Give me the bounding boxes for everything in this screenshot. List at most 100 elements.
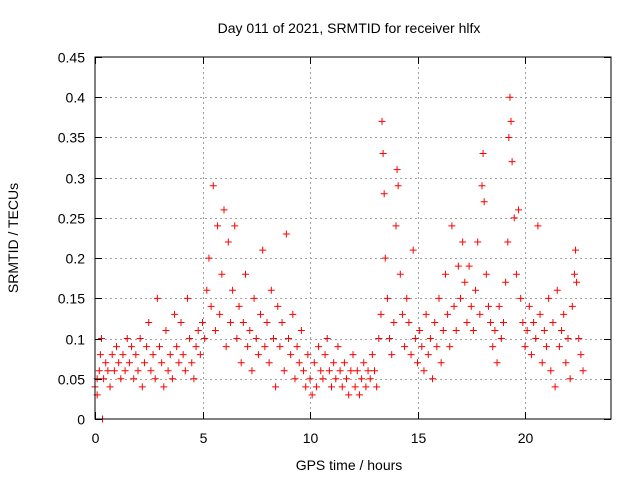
data-point (493, 359, 501, 367)
data-point (308, 391, 316, 399)
data-point (545, 294, 553, 302)
x-tick-label: 0 (92, 430, 100, 446)
data-point (274, 302, 282, 310)
data-point (287, 351, 295, 359)
data-point (207, 302, 215, 310)
data-point (512, 270, 520, 278)
data-point (173, 343, 181, 351)
data-point (132, 351, 140, 359)
data-point (446, 343, 454, 351)
data-point (252, 335, 260, 343)
data-point (119, 351, 127, 359)
data-point (444, 310, 452, 318)
data-point (482, 270, 490, 278)
y-tick-label: 0 (77, 412, 85, 428)
data-point (282, 230, 290, 238)
data-point (143, 343, 151, 351)
data-point (504, 238, 512, 246)
data-point (233, 335, 241, 343)
data-point (332, 375, 340, 383)
data-point (235, 302, 243, 310)
data-point (321, 351, 329, 359)
data-point (517, 294, 525, 302)
data-point (371, 367, 378, 375)
data-point (521, 343, 529, 351)
data-point (138, 383, 146, 391)
data-point (125, 359, 133, 367)
data-point (549, 318, 557, 326)
data-point (507, 117, 515, 125)
data-point (502, 278, 510, 286)
data-point (500, 318, 507, 326)
data-point (190, 375, 198, 383)
y-tick-label: 0.35 (58, 130, 85, 146)
data-point (362, 383, 370, 391)
data-point (435, 294, 443, 302)
data-point (110, 367, 118, 375)
data-point (433, 343, 441, 351)
data-point (431, 318, 439, 326)
data-point (304, 351, 312, 359)
x-tick-label: 15 (411, 430, 427, 446)
data-point (196, 351, 204, 359)
data-point (386, 335, 394, 343)
data-point (293, 343, 301, 351)
data-point (334, 343, 342, 351)
data-point (310, 359, 318, 367)
data-point (437, 359, 445, 367)
data-point (347, 367, 355, 375)
data-point (203, 286, 211, 294)
data-point (325, 367, 333, 375)
data-point (278, 318, 286, 326)
data-point (306, 375, 314, 383)
data-point (536, 310, 544, 318)
data-point (424, 351, 432, 359)
data-point (340, 359, 348, 367)
data-point (209, 182, 217, 190)
data-point (566, 375, 574, 383)
data-point (121, 367, 129, 375)
data-point (523, 327, 531, 335)
data-point (244, 343, 252, 351)
data-point (452, 327, 460, 335)
data-point (489, 343, 497, 351)
data-point (540, 327, 548, 335)
data-point (130, 375, 138, 383)
data-point (353, 367, 361, 375)
data-point (532, 335, 540, 343)
data-point (224, 238, 232, 246)
data-point (343, 375, 351, 383)
data-point (547, 367, 555, 375)
data-point (555, 343, 563, 351)
data-point (469, 327, 477, 335)
data-point (407, 351, 415, 359)
data-point (113, 343, 120, 351)
data-point (364, 367, 372, 375)
data-point (505, 133, 513, 141)
data-point (495, 302, 503, 310)
x-axis-label: GPS time / hours (296, 457, 403, 473)
data-point (525, 302, 533, 310)
data-point (379, 150, 387, 158)
data-point (164, 367, 172, 375)
data-point (205, 254, 213, 262)
data-point (106, 383, 114, 391)
data-point (467, 302, 475, 310)
data-point (392, 222, 400, 230)
data-point (422, 310, 430, 318)
y-tick-label: 0.4 (66, 90, 86, 106)
data-point (239, 318, 247, 326)
data-point (454, 262, 462, 270)
data-point (102, 359, 110, 367)
data-point (373, 383, 381, 391)
data-point (280, 367, 288, 375)
data-point (448, 222, 456, 230)
data-point (302, 383, 310, 391)
data-point (330, 359, 338, 367)
data-point (345, 391, 353, 399)
data-point (229, 286, 237, 294)
data-point (538, 359, 546, 367)
data-point (383, 294, 391, 302)
data-point (573, 278, 581, 286)
data-point (175, 359, 183, 367)
